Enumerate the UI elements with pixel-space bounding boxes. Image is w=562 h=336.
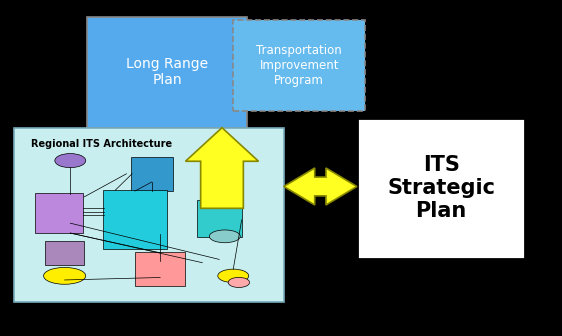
- Text: Transportation
Improvement
Program: Transportation Improvement Program: [256, 44, 342, 87]
- Text: Regional ITS Architecture: Regional ITS Architecture: [31, 139, 172, 150]
- Ellipse shape: [217, 269, 248, 283]
- Text: ITS
Strategic
Plan: ITS Strategic Plan: [387, 155, 495, 221]
- FancyBboxPatch shape: [130, 157, 173, 191]
- FancyBboxPatch shape: [233, 20, 365, 111]
- FancyBboxPatch shape: [357, 118, 525, 259]
- FancyBboxPatch shape: [87, 17, 247, 128]
- Ellipse shape: [209, 230, 241, 243]
- FancyBboxPatch shape: [135, 252, 185, 286]
- FancyBboxPatch shape: [103, 191, 167, 249]
- Ellipse shape: [55, 154, 85, 168]
- Ellipse shape: [43, 267, 85, 284]
- FancyBboxPatch shape: [45, 241, 84, 264]
- Text: Long Range
Plan: Long Range Plan: [126, 57, 209, 87]
- Ellipse shape: [228, 278, 250, 288]
- FancyBboxPatch shape: [197, 200, 242, 237]
- Polygon shape: [284, 168, 357, 205]
- FancyBboxPatch shape: [35, 193, 83, 234]
- FancyBboxPatch shape: [14, 128, 284, 302]
- Polygon shape: [185, 128, 259, 208]
